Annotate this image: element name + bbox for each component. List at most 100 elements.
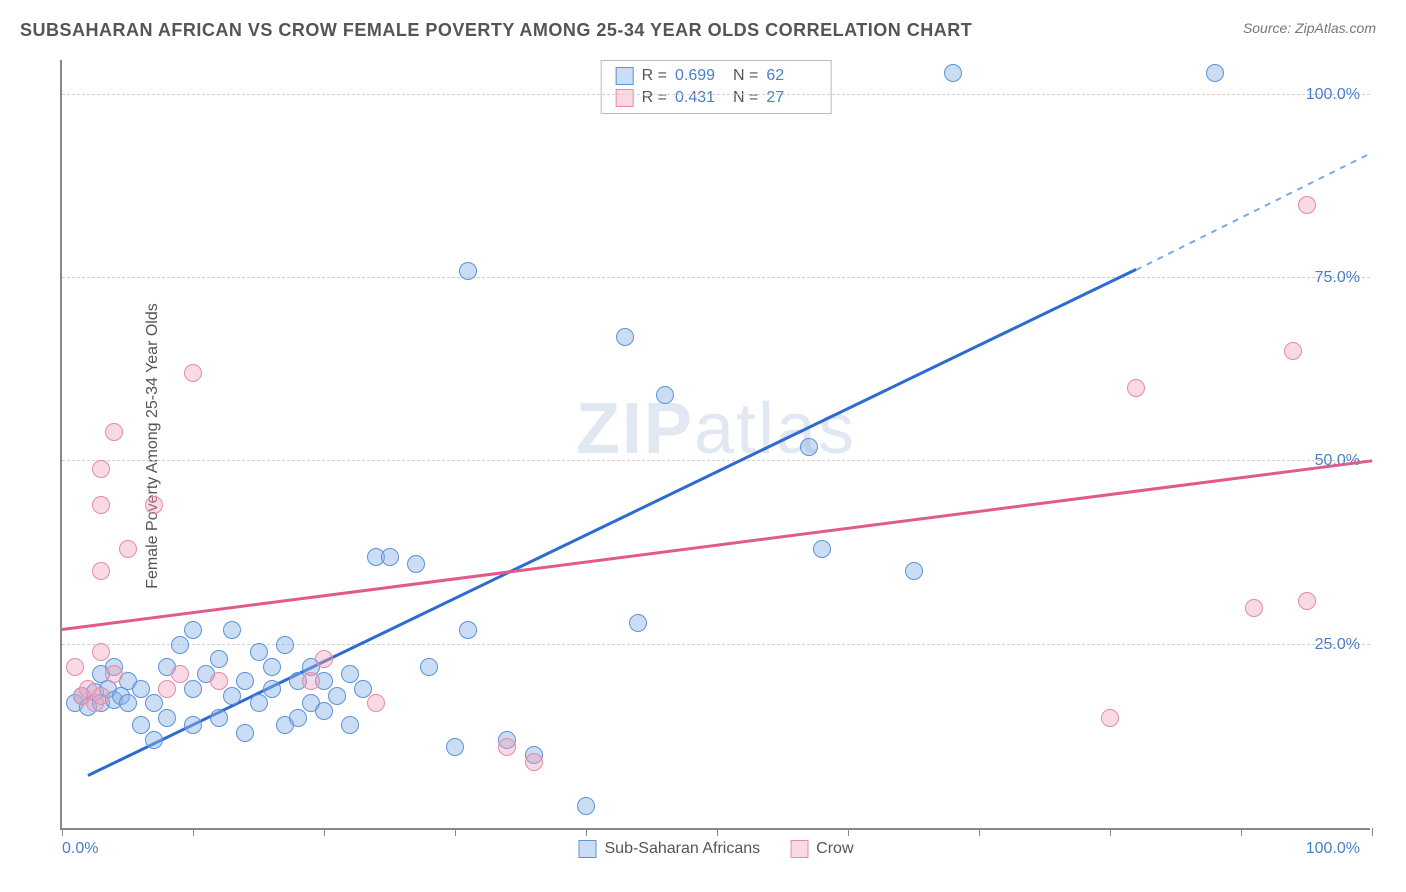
data-point xyxy=(1298,196,1316,214)
watermark: ZIPatlas xyxy=(576,388,856,470)
data-point xyxy=(577,797,595,815)
data-point xyxy=(1206,64,1224,82)
y-tick-label: 100.0% xyxy=(1306,86,1360,104)
data-point xyxy=(341,665,359,683)
data-point xyxy=(119,540,137,558)
data-point xyxy=(944,64,962,82)
data-point xyxy=(171,665,189,683)
data-point xyxy=(263,680,281,698)
data-point xyxy=(328,687,346,705)
stats-row: R = 0.431 N = 27 xyxy=(616,87,817,109)
data-point xyxy=(171,636,189,654)
data-point xyxy=(459,262,477,280)
data-point xyxy=(276,636,294,654)
data-point xyxy=(132,716,150,734)
data-point xyxy=(1245,599,1263,617)
data-point xyxy=(367,694,385,712)
data-point xyxy=(289,709,307,727)
watermark-bold: ZIP xyxy=(576,389,694,469)
data-point xyxy=(105,665,123,683)
data-point xyxy=(236,724,254,742)
data-point xyxy=(302,672,320,690)
legend-label: Crow xyxy=(816,840,853,858)
stats-n-label: N = xyxy=(733,89,758,107)
data-point xyxy=(446,738,464,756)
stats-row: R =0.699N =62 xyxy=(616,65,817,87)
data-point xyxy=(315,650,333,668)
data-point xyxy=(236,672,254,690)
x-tick xyxy=(1372,828,1373,836)
data-point xyxy=(223,687,241,705)
data-point xyxy=(1298,592,1316,610)
legend: Sub-Saharan Africans Crow xyxy=(579,840,854,858)
data-point xyxy=(250,643,268,661)
legend-label: Sub-Saharan Africans xyxy=(605,840,761,858)
watermark-light: atlas xyxy=(694,389,856,469)
x-tick xyxy=(62,828,63,836)
x-tick xyxy=(1241,828,1242,836)
data-point xyxy=(105,423,123,441)
legend-item: Crow xyxy=(790,840,853,858)
data-point xyxy=(354,680,372,698)
trend-line xyxy=(62,459,1372,630)
stats-box: R = 0.699 N = 62 R = 0.431 N = 27 xyxy=(601,60,832,114)
legend-swatch xyxy=(579,840,597,858)
data-point xyxy=(263,658,281,676)
data-point xyxy=(92,687,110,705)
data-point xyxy=(800,438,818,456)
data-point xyxy=(145,731,163,749)
x-axis-min-label: 0.0% xyxy=(62,840,98,858)
data-point xyxy=(210,709,228,727)
data-point xyxy=(184,680,202,698)
data-point xyxy=(525,753,543,771)
x-tick xyxy=(455,828,456,836)
legend-item: Sub-Saharan Africans xyxy=(579,840,761,858)
data-point xyxy=(498,738,516,756)
source-attribution: Source: ZipAtlas.com xyxy=(1243,20,1376,36)
y-tick-label: 25.0% xyxy=(1315,636,1360,654)
data-point xyxy=(629,614,647,632)
data-point xyxy=(119,694,137,712)
x-tick xyxy=(193,828,194,836)
gridline xyxy=(62,277,1370,278)
chart-title: SUBSAHARAN AFRICAN VS CROW FEMALE POVERT… xyxy=(20,20,972,41)
legend-swatch xyxy=(790,840,808,858)
stats-swatch xyxy=(616,89,634,107)
stats-r-value: 0.699 xyxy=(675,67,725,85)
stats-r-label: R = xyxy=(642,89,667,107)
stats-r-value: 0.431 xyxy=(675,89,725,107)
x-tick xyxy=(848,828,849,836)
x-tick xyxy=(1110,828,1111,836)
data-point xyxy=(656,386,674,404)
data-point xyxy=(210,672,228,690)
data-point xyxy=(407,555,425,573)
data-point xyxy=(92,460,110,478)
trend-line xyxy=(88,268,1137,777)
data-point xyxy=(92,643,110,661)
data-point xyxy=(184,716,202,734)
data-point xyxy=(158,709,176,727)
data-point xyxy=(381,548,399,566)
data-point xyxy=(223,621,241,639)
data-point xyxy=(315,702,333,720)
x-tick xyxy=(717,828,718,836)
data-point xyxy=(1101,709,1119,727)
data-point xyxy=(250,694,268,712)
x-tick xyxy=(324,828,325,836)
stats-n-value: 62 xyxy=(766,67,816,85)
data-point xyxy=(158,680,176,698)
data-point xyxy=(1127,379,1145,397)
data-point xyxy=(92,496,110,514)
x-axis-max-label: 100.0% xyxy=(1306,840,1360,858)
data-point xyxy=(145,694,163,712)
data-point xyxy=(210,650,228,668)
data-point xyxy=(66,658,84,676)
stats-n-value: 27 xyxy=(766,89,816,107)
x-tick xyxy=(586,828,587,836)
gridline xyxy=(62,94,1370,95)
data-point xyxy=(420,658,438,676)
data-point xyxy=(145,496,163,514)
stats-n-label: N = xyxy=(733,67,758,85)
data-point xyxy=(184,364,202,382)
data-point xyxy=(616,328,634,346)
